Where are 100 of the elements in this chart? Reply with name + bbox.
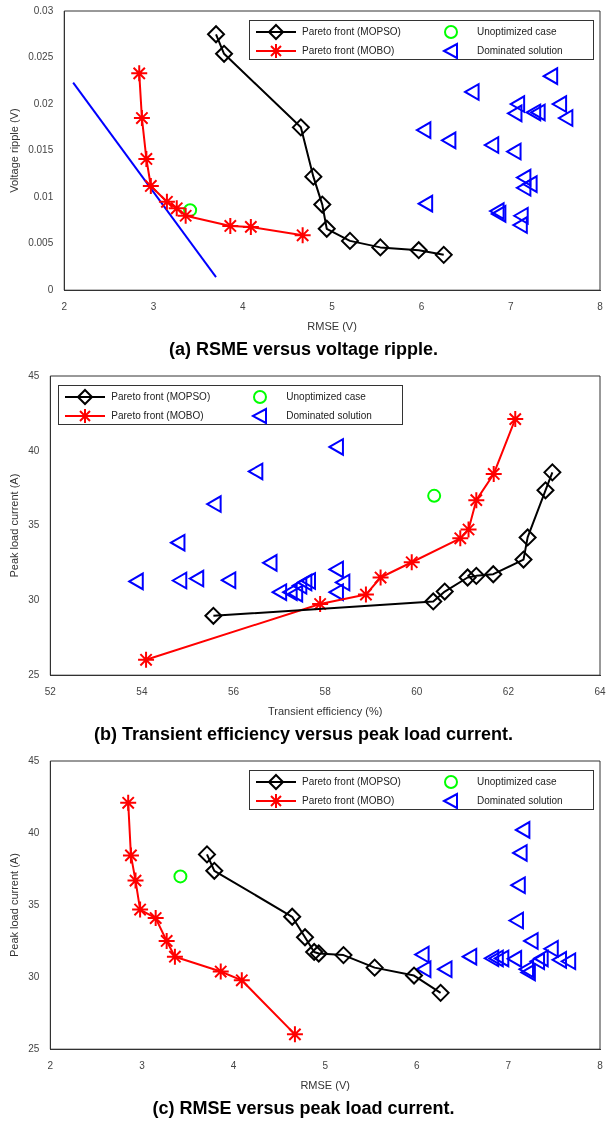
y-tick-label: 45 [28,369,40,381]
point [291,576,308,595]
point [440,131,457,150]
text: (c) RMSE versus peak load current. [152,1098,455,1119]
y-axis-title: Peak load current (A) [7,853,20,958]
point [215,44,234,63]
point [146,909,165,928]
y-tick-label: 0.03 [33,4,54,16]
legend-label: Pareto front (MOBO) [111,410,204,421]
point [157,931,176,950]
point [211,962,230,981]
point [506,104,523,123]
point [415,960,432,979]
point [508,911,524,930]
x-tick-label: 5 [322,1059,329,1071]
x-tick-label: 4 [230,1059,237,1071]
y-tick-label: 0.005 [28,237,54,249]
point [551,951,568,969]
point [484,464,503,483]
text: (a) RSME versus voltage ripple. [168,339,439,360]
legend-label: Dominated solution [286,410,372,421]
point [467,491,486,510]
x-tick-label: 54 [136,685,148,697]
point [514,550,533,569]
point [296,928,315,947]
legend-label: Dominated solution [477,795,563,806]
point [317,219,336,238]
legend-label: Pareto front (MOPSO) [302,26,401,37]
y-axis-title: Voltage ripple (V) [7,108,20,193]
point [506,410,525,429]
x-tick-label: 56 [227,685,240,697]
point [483,136,500,154]
point [131,900,150,919]
point [132,109,151,128]
point [296,573,313,592]
point [484,565,503,584]
point [141,176,160,195]
point [414,945,430,964]
point [165,947,184,966]
point [435,582,454,601]
point [529,952,546,971]
y-tick-label: 0.02 [33,97,54,109]
point [543,463,562,482]
point [459,520,478,539]
x-axis-title: RMSE (V) [300,1078,350,1091]
point [282,583,298,601]
legend-label: Pareto front (MOPSO) [111,391,211,402]
point [557,109,574,127]
x-tick-label: 8 [597,1059,604,1071]
point [121,846,140,865]
point [483,949,500,968]
point [371,568,390,587]
point [518,528,537,547]
point [328,560,344,579]
y-tick-label: 45 [28,754,40,766]
point [183,203,198,218]
point [305,942,324,961]
point [356,585,375,604]
x-tick-label: 62 [502,685,515,697]
point [334,573,351,592]
point [458,568,477,587]
point [173,869,188,884]
point [130,64,149,83]
point [206,495,222,513]
point [334,946,353,965]
point [283,907,302,926]
legend-label: Pareto front (MOBO) [302,45,395,56]
point [424,592,443,611]
point [309,944,328,963]
point [515,168,532,187]
point [434,245,453,264]
point [515,179,532,197]
point [271,583,288,601]
point [304,167,323,186]
point [232,971,251,990]
legend-label: Pareto front (MOBO) [302,795,395,806]
y-tick-label: 40 [28,826,40,838]
point [510,876,526,895]
y-tick-label: 0.015 [28,144,54,156]
point [467,566,486,585]
point [171,571,188,590]
point [313,195,332,214]
text: (b) Transient efficiency versus peak load current. [93,724,514,745]
point [221,216,240,235]
y-tick-label: 25 [28,1042,40,1054]
x-tick-label: 64 [594,685,606,697]
x-tick-label: 3 [139,1059,146,1071]
y-tick-label: 40 [28,444,40,456]
point [167,199,186,218]
point [523,932,539,950]
point [512,844,528,862]
x-tick-label: 5 [329,300,336,312]
point [340,231,359,250]
y-tick-label: 0 [47,283,54,295]
y-tick-label: 35 [28,898,40,910]
y-tick-label: 30 [28,970,40,982]
legend-label: Unoptimized case [477,776,557,787]
point [128,572,144,591]
point [126,871,145,890]
point [405,966,424,985]
